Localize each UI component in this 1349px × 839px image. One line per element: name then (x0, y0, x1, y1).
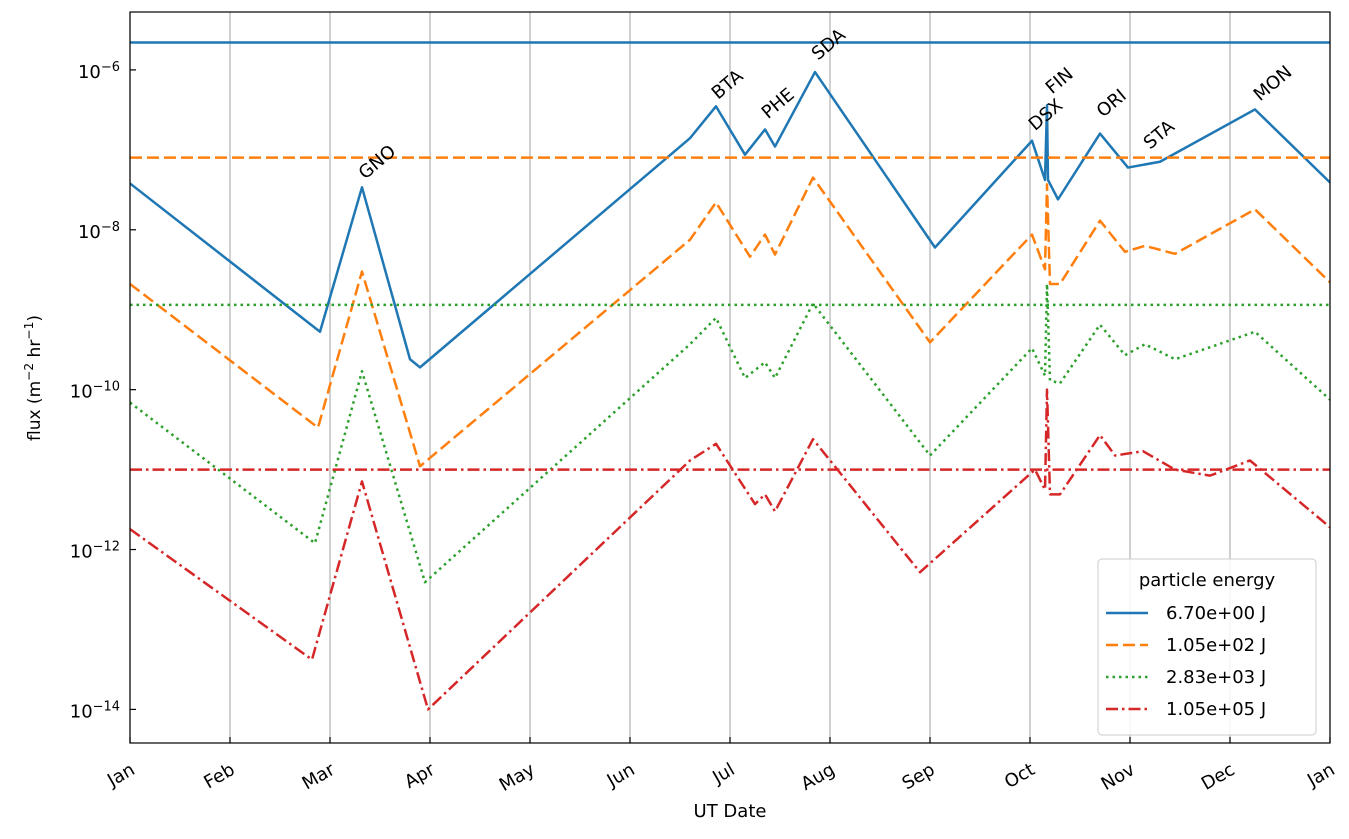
annotation: PHE (758, 84, 799, 123)
legend-label: 2.83e+03 J (1166, 667, 1266, 688)
annotation: GNO (355, 141, 400, 184)
annotation: STA (1140, 116, 1180, 154)
x-tick-label: Jul (708, 759, 738, 789)
x-tick-label: Aug (798, 759, 839, 795)
x-tick-label: Jan (103, 759, 138, 792)
x-tick-label: Mar (299, 759, 339, 794)
plot-frame (129, 11, 1331, 744)
legend-label: 1.05e+05 J (1166, 699, 1266, 720)
series-line (130, 70, 1330, 369)
y-axis-label: flux (m−2 hr−1) (22, 315, 45, 441)
series-line (130, 176, 1330, 468)
x-tick-label: Oct (1001, 759, 1038, 793)
series-line (130, 388, 1330, 711)
x-tick-label: Jan (1303, 759, 1338, 792)
x-axis-label: UT Date (694, 801, 767, 822)
annotation: FIN (1042, 64, 1078, 99)
series-line (130, 282, 1330, 584)
x-tick-label: Feb (200, 759, 238, 793)
x-tick-label: May (496, 759, 539, 796)
legend-title: particle energy (1139, 570, 1276, 591)
y-tick-label: 10−6 (78, 60, 120, 83)
x-tick-label: Apr (401, 759, 439, 793)
x-tick-label: Dec (1198, 759, 1239, 795)
plot-area (130, 41, 1330, 711)
x-tick-label: Jun (603, 759, 639, 792)
annotation: MON (1250, 62, 1297, 106)
x-tick-label: Nov (1098, 759, 1139, 795)
legend-box (1097, 558, 1317, 736)
annotation: BTA (708, 65, 748, 104)
legend-label: 1.05e+02 J (1166, 635, 1266, 656)
legend-label: 6.70e+00 J (1166, 603, 1266, 624)
y-tick-label: 10−8 (78, 220, 120, 243)
y-tick-label: 10−12 (70, 540, 120, 563)
annotation: SDA (808, 24, 851, 64)
y-tick-label: 10−10 (70, 380, 120, 403)
annotation: ORI (1093, 85, 1131, 122)
y-tick-label: 10−14 (70, 699, 120, 722)
x-tick-label: Sep (899, 759, 939, 794)
